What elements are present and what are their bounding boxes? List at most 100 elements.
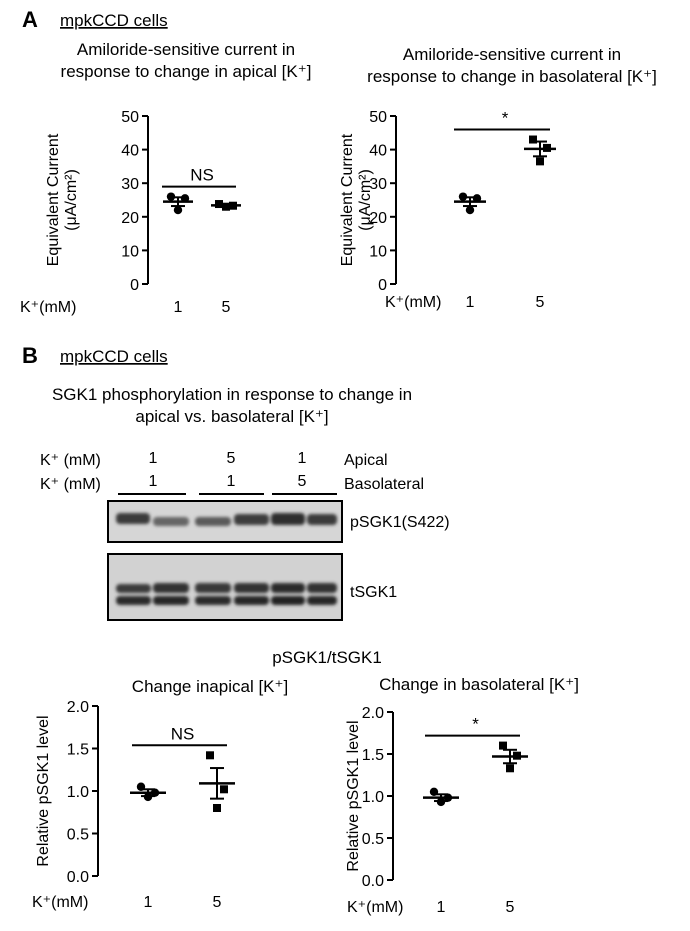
chart-title: Amiloride-sensitive current in (403, 45, 621, 64)
apical-label: Apical (344, 452, 388, 469)
apical-value-3: 1 (298, 450, 307, 467)
data-point (220, 785, 228, 794)
basolateral-value-3: 5 (298, 473, 307, 490)
data-point (180, 194, 190, 203)
series-1mM (454, 192, 486, 215)
data-point (436, 797, 446, 807)
category-label: 1 (144, 894, 153, 911)
x-axis-label: K⁺(mM) (385, 294, 441, 311)
y-tick-label: 0.5 (67, 827, 89, 844)
data-point (443, 793, 453, 802)
y-tick-label: 20 (121, 210, 139, 227)
chart-title: response to change in apical [K⁺] (61, 62, 312, 81)
significance-label: * (472, 715, 479, 734)
y-tick-label: 30 (369, 176, 387, 193)
y-tick-label: 1.5 (67, 742, 89, 759)
category-label: 1 (174, 299, 183, 316)
data-point (206, 751, 214, 760)
category-label: 1 (437, 899, 446, 916)
y-tick-label: 2.0 (67, 699, 89, 716)
significance-label: NS (171, 724, 195, 743)
blot-row-label-basolateral: K⁺ (mM) (40, 476, 101, 493)
y-tick-label: 0.0 (67, 869, 89, 886)
series-1mM (130, 782, 166, 802)
y-tick-label: 40 (121, 143, 139, 160)
data-point (213, 804, 221, 812)
band-label-tSGK1: tSGK1 (350, 584, 397, 601)
data-point (499, 741, 507, 750)
series-5mM (524, 135, 556, 166)
data-point (429, 787, 439, 796)
data-point (529, 135, 537, 144)
chart-title: Change in basolateral [K⁺] (379, 675, 579, 694)
x-axis-label: K⁺(mM) (347, 899, 403, 916)
y-axis-label: Equivalent Current (45, 133, 62, 266)
apical-value-1: 1 (149, 450, 158, 467)
blot-pSGK1 (107, 500, 343, 543)
data-point (222, 202, 230, 211)
y-tick-label: 0 (130, 277, 139, 294)
y-axis-label: (μA/cm²) (63, 169, 80, 231)
y-tick-label: 20 (369, 210, 387, 227)
y-axis-label: (μA/cm²) (357, 169, 374, 231)
ratio-title: pSGK1/tSGK1 (272, 648, 382, 667)
y-tick-label: 2.0 (362, 705, 384, 722)
data-point (136, 782, 146, 791)
panel-letter-b: B (22, 343, 38, 368)
data-point (506, 764, 514, 773)
x-axis-label: K⁺(mM) (20, 299, 76, 316)
data-point (465, 205, 475, 215)
chart-2: Amiloride-sensitive current in response t… (339, 45, 657, 311)
y-axis-label: Relative pSGK1 level (345, 720, 362, 871)
y-axis-label: Equivalent Current (339, 133, 356, 266)
data-point (229, 201, 237, 210)
series-5mM (211, 200, 241, 211)
blot-row-label-apical: K⁺ (mM) (40, 452, 101, 469)
blot-title-line2: apical vs. basolateral [K⁺] (135, 407, 328, 426)
y-tick-label: 40 (369, 143, 387, 160)
chart-title: Change inapical [K⁺] (132, 677, 288, 696)
category-label: 5 (222, 299, 231, 316)
panel-b-subtitle: mpkCCD cells (60, 347, 168, 366)
data-point (513, 751, 521, 760)
basolateral-label: Basolateral (344, 476, 424, 493)
data-point (215, 200, 223, 209)
series-5mM (199, 751, 235, 812)
data-point (143, 792, 153, 802)
y-tick-label: 1.5 (362, 747, 384, 764)
category-label: 1 (466, 294, 475, 311)
y-tick-label: 0.0 (362, 873, 384, 890)
y-tick-label: 1.0 (67, 784, 89, 801)
y-tick-label: 10 (121, 243, 139, 260)
category-label: 5 (536, 294, 545, 311)
y-tick-label: 0.5 (362, 831, 384, 848)
data-point (166, 192, 176, 201)
series-5mM (492, 741, 528, 773)
chart-title: response to change in basolateral [K⁺] (367, 67, 657, 86)
y-tick-label: 10 (369, 243, 387, 260)
y-tick-label: 1.0 (362, 789, 384, 806)
y-tick-label: 50 (369, 109, 387, 126)
y-tick-label: 50 (121, 109, 139, 126)
y-tick-label: 0 (378, 277, 387, 294)
data-point (536, 157, 544, 166)
data-point (150, 788, 160, 797)
data-point (543, 143, 551, 152)
category-label: 5 (213, 894, 222, 911)
blot-title-line1: SGK1 phosphorylation in response to chan… (52, 385, 412, 404)
y-axis-label: Relative pSGK1 level (35, 715, 52, 866)
significance-label: * (502, 109, 509, 128)
data-point (472, 194, 482, 203)
panel-a-subtitle: mpkCCD cells (60, 11, 168, 30)
significance-label: NS (190, 166, 214, 185)
band-label-pSGK1: pSGK1(S422) (350, 514, 450, 531)
y-tick-label: 30 (121, 176, 139, 193)
series-1mM (423, 787, 459, 807)
blot-tSGK1 (107, 553, 343, 621)
basolateral-value-2: 1 (227, 473, 236, 490)
x-axis-label: K⁺(mM) (32, 894, 88, 911)
chart-title: Amiloride-sensitive current in (77, 40, 295, 59)
apical-value-2: 5 (227, 450, 236, 467)
chart-4: Change in basolateral [K⁺] 0.0 0.5 1.0 1.5 2.… (345, 675, 579, 916)
